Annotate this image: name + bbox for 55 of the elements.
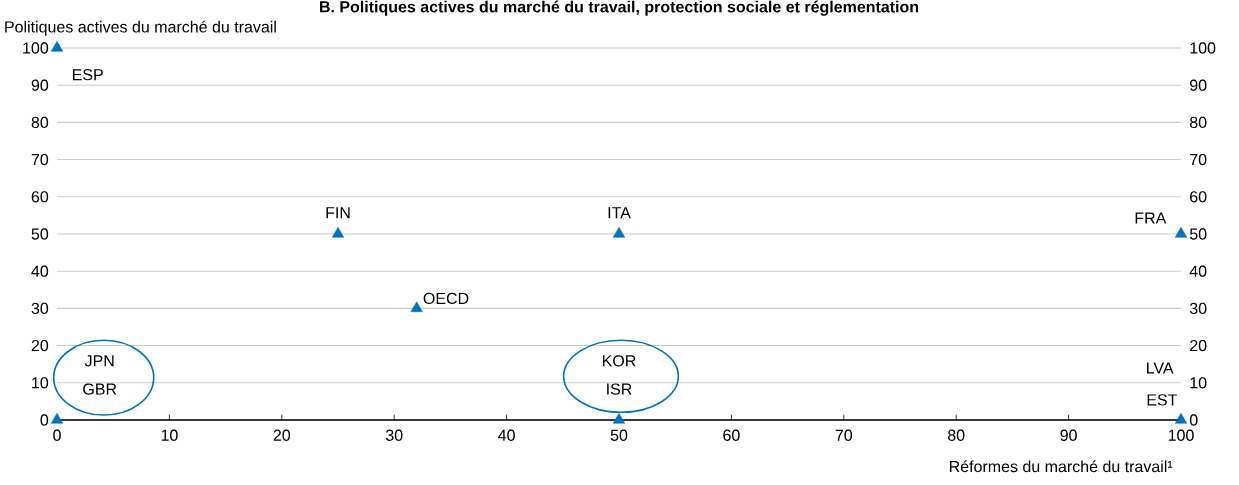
point	[612, 413, 626, 424]
x-tick-label: 20	[273, 429, 291, 441]
x-tick-label: 100	[1168, 429, 1194, 441]
y2-tick-label: 100	[1190, 42, 1216, 54]
annotation: ESP	[72, 69, 103, 81]
y-tick-label: 70	[31, 153, 49, 166]
annotation: OECD	[423, 292, 469, 305]
annotation: EST	[1147, 394, 1178, 406]
y-tick-label: 90	[31, 79, 49, 91]
y2-tick-label: 40	[1189, 265, 1207, 277]
point	[50, 41, 64, 52]
annotation: LVA	[1147, 362, 1174, 374]
annotation: GBR	[83, 383, 117, 395]
y2-tick-label: 70	[1190, 153, 1207, 166]
annotation: ISR	[607, 383, 632, 395]
annotation: ITA	[608, 207, 631, 219]
y-tick-label: 60	[31, 191, 49, 203]
x-tick-label: 70	[835, 429, 853, 441]
y-tick-label: 100	[23, 42, 49, 54]
y-tick-label: 30	[31, 302, 49, 315]
annotation: KOR	[602, 355, 636, 367]
x-tick-label: 40	[498, 429, 515, 441]
y-tick-label: 10	[32, 377, 49, 389]
x-tick-label: 90	[1060, 429, 1077, 441]
y-tick-label: 50	[31, 228, 49, 240]
x-tick-label: 30	[385, 429, 403, 441]
y-tick-label: 0	[40, 414, 49, 426]
y2-tick-label: 90	[1190, 79, 1207, 91]
point	[1174, 413, 1188, 424]
point	[612, 227, 626, 238]
y2-tick-label: 0	[1189, 414, 1198, 426]
annotation: FRA	[1135, 212, 1167, 224]
chart-title: B. Politiques actives du marché du travail, protection sociale et réglementation	[319, 0, 919, 16]
x-tick-label: 10	[161, 429, 178, 441]
x-tick-label: 60	[723, 429, 740, 441]
point	[50, 413, 64, 424]
y2-tick-label: 80	[1189, 116, 1207, 129]
y-tick-label: 80	[31, 116, 49, 129]
point	[1174, 227, 1188, 238]
y-tick-label: 40	[31, 265, 49, 277]
y2-tick-label: 60	[1190, 191, 1207, 203]
annotation: JPN	[84, 355, 114, 367]
y2-tick-label: 30	[1189, 302, 1207, 315]
y2-tick-label: 20	[1190, 339, 1207, 352]
y-axis-title: Politiques actives du marché du travail	[5, 20, 276, 36]
x-tick-label: 80	[947, 429, 965, 441]
x-axis-title: Réformes du marché du travail¹	[949, 460, 1173, 473]
y2-tick-label: 50	[1189, 228, 1207, 240]
x-tick-label: 50	[610, 429, 628, 441]
annotation: FIN	[326, 207, 350, 219]
point	[410, 301, 423, 312]
x-tick-label: 0	[53, 429, 61, 441]
y-tick-label: 20	[31, 339, 49, 352]
point	[331, 227, 345, 238]
y2-tick-label: 10	[1190, 377, 1207, 389]
